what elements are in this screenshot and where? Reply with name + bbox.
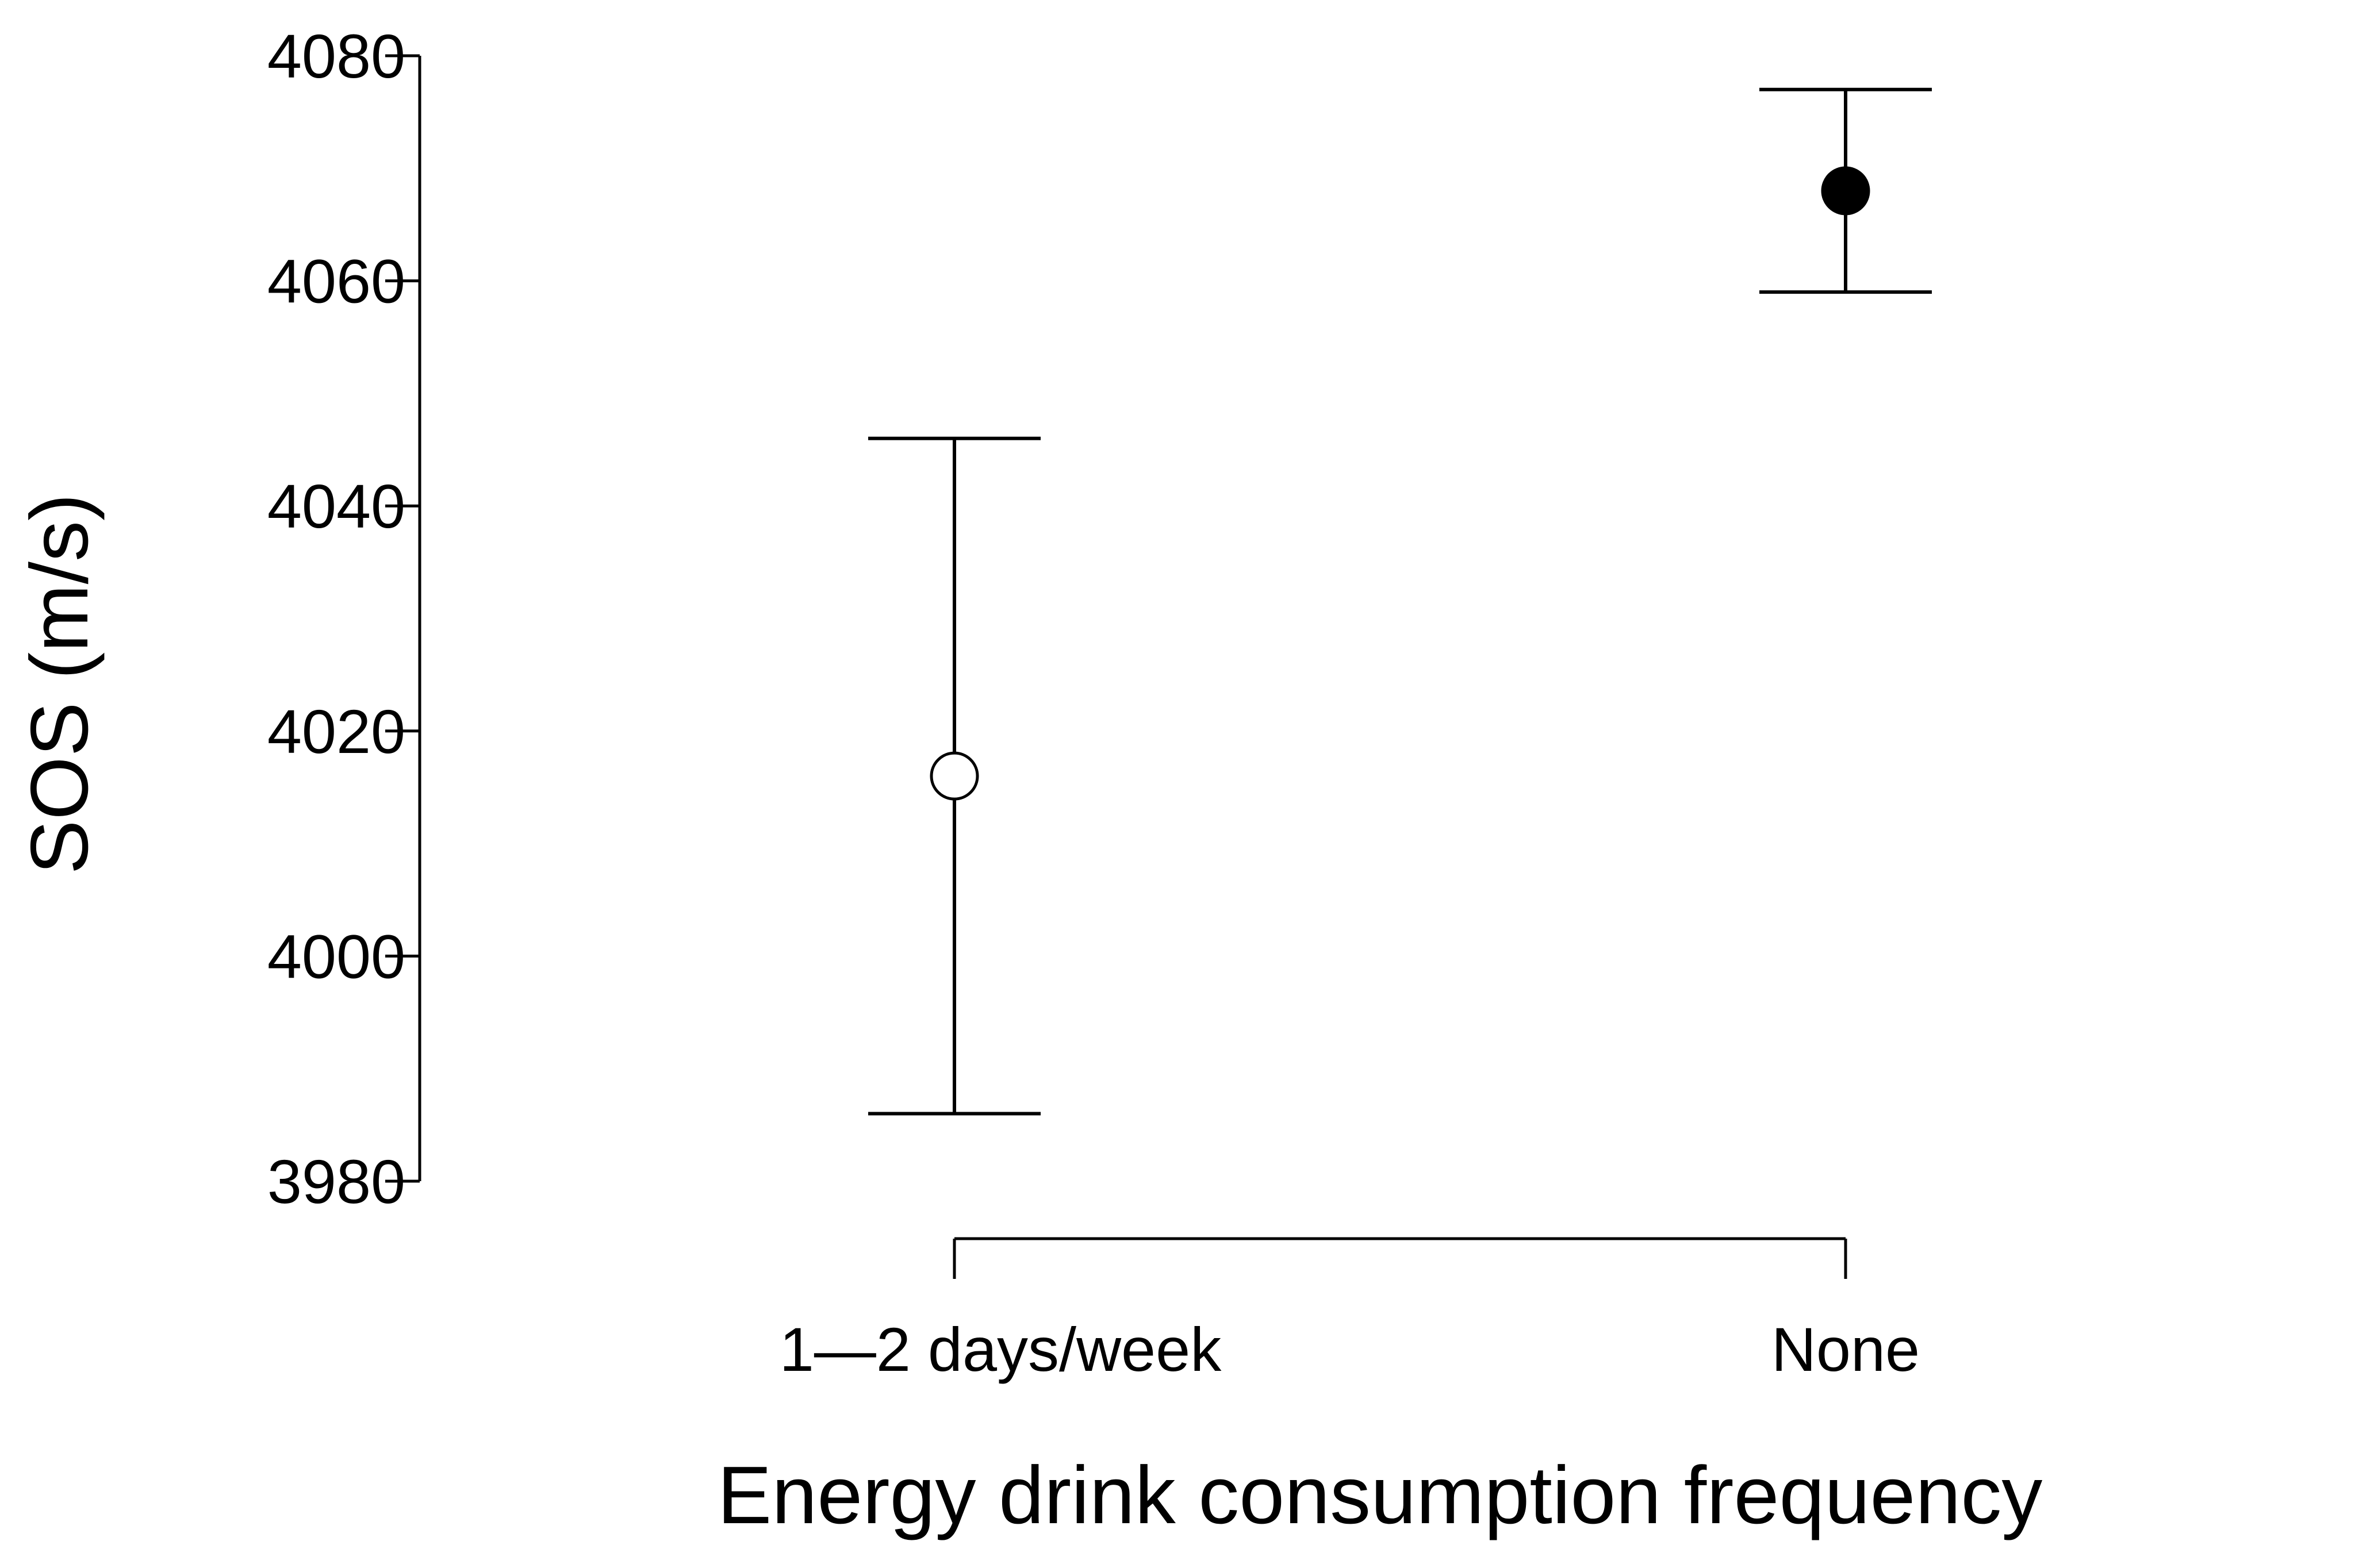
data-point-marker xyxy=(930,751,979,801)
data-series xyxy=(868,87,1932,1116)
y-tick-label: 4000 xyxy=(267,921,405,991)
data-point-group xyxy=(868,436,1041,1116)
y-axis-title: SOS (m/s) xyxy=(14,494,105,875)
y-tick-label: 4080 xyxy=(267,21,405,91)
x-axis-title: Energy drink consumption frequency xyxy=(718,1450,2043,1541)
data-point-group xyxy=(1759,87,1932,294)
y-tick-label: 4040 xyxy=(267,471,405,541)
y-tick-label: 4020 xyxy=(267,697,405,766)
x-axis: 1—2 days/week None xyxy=(780,1237,1920,1384)
y-tick-label: 4060 xyxy=(267,247,405,316)
x-tick-label: 1—2 days/week xyxy=(780,1315,1222,1384)
y-tick-label: 3980 xyxy=(267,1147,405,1216)
y-axis: 3980 4000 4020 4040 4060 4080 xyxy=(267,21,421,1216)
x-tick-label: None xyxy=(1771,1315,1920,1384)
data-point-marker xyxy=(1821,166,1870,216)
